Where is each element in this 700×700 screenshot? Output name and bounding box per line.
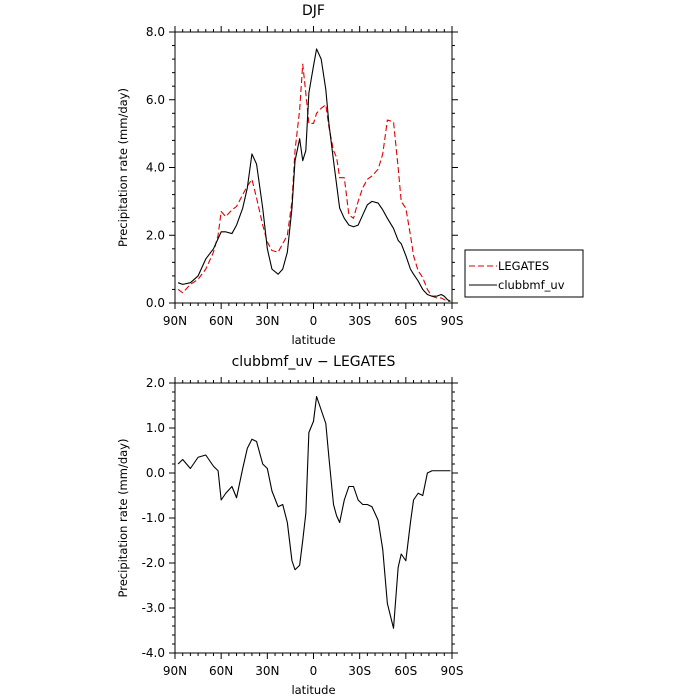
- y-axis-label: Precipitation rate (mm/day): [116, 439, 130, 598]
- x-tick-label: 90S: [441, 664, 464, 678]
- legend-box: [464, 249, 584, 298]
- y-axis-label: Precipitation rate (mm/day): [116, 88, 130, 247]
- x-tick-label: 60N: [209, 664, 233, 678]
- y-tick-label: 2.0: [146, 228, 165, 242]
- x-tick-label: 60N: [209, 314, 233, 328]
- y-tick-label: 0.0: [146, 296, 165, 310]
- x-tick-label: 90N: [163, 664, 187, 678]
- x-tick-label: 90S: [441, 314, 464, 328]
- x-tick-label: 30S: [348, 664, 371, 678]
- y-tick-label: -2.0: [142, 556, 165, 570]
- y-tick-label: 4.0: [146, 161, 165, 175]
- x-tick-label: 30N: [255, 664, 279, 678]
- plot-frame: [174, 382, 453, 654]
- plot-frame: [174, 31, 453, 304]
- legend-label: LEGATES: [498, 259, 549, 273]
- x-tick-label: 60S: [394, 664, 417, 678]
- legend-label: clubbmf_uv: [498, 278, 565, 292]
- x-tick-label: 0: [310, 314, 318, 328]
- x-tick-label: 60S: [394, 314, 417, 328]
- chart-title: DJF: [302, 3, 325, 19]
- x-tick-label: 90N: [163, 314, 187, 328]
- legend: LEGATES clubbmf_uv: [464, 249, 584, 298]
- y-tick-label: 8.0: [146, 25, 165, 39]
- series-line-clubbmf-uv: [177, 48, 451, 302]
- y-tick-label: -3.0: [142, 601, 165, 615]
- x-tick-label: 30S: [348, 314, 371, 328]
- y-tick-label: 6.0: [146, 93, 165, 107]
- series-line-difference: [177, 395, 451, 629]
- x-tick-label: 30N: [255, 314, 279, 328]
- y-tick-label: 0.0: [146, 466, 165, 480]
- x-axis-label: latitude: [291, 683, 335, 697]
- chart-title: clubbmf_uv − LEGATES: [232, 354, 396, 370]
- x-axis-label: latitude: [291, 333, 335, 347]
- x-tick-label: 0: [310, 664, 318, 678]
- y-tick-label: 1.0: [146, 421, 165, 435]
- y-tick-label: 2.0: [146, 376, 165, 390]
- top-panel-djf: 90N 60N 30N 0 30S 60S 90S 0.0 2.0 4.0 6.0 8.0 DJF lat…: [116, 3, 584, 347]
- series-line-legates: [177, 63, 451, 302]
- y-tick-label: -4.0: [142, 646, 165, 660]
- y-tick-label: -1.0: [142, 511, 165, 525]
- bottom-panel-difference: 90N 60N 30N 0 30S 60S 90S -4.0 -3.0 -2.0 -1.0 0.0 1.…: [116, 354, 463, 697]
